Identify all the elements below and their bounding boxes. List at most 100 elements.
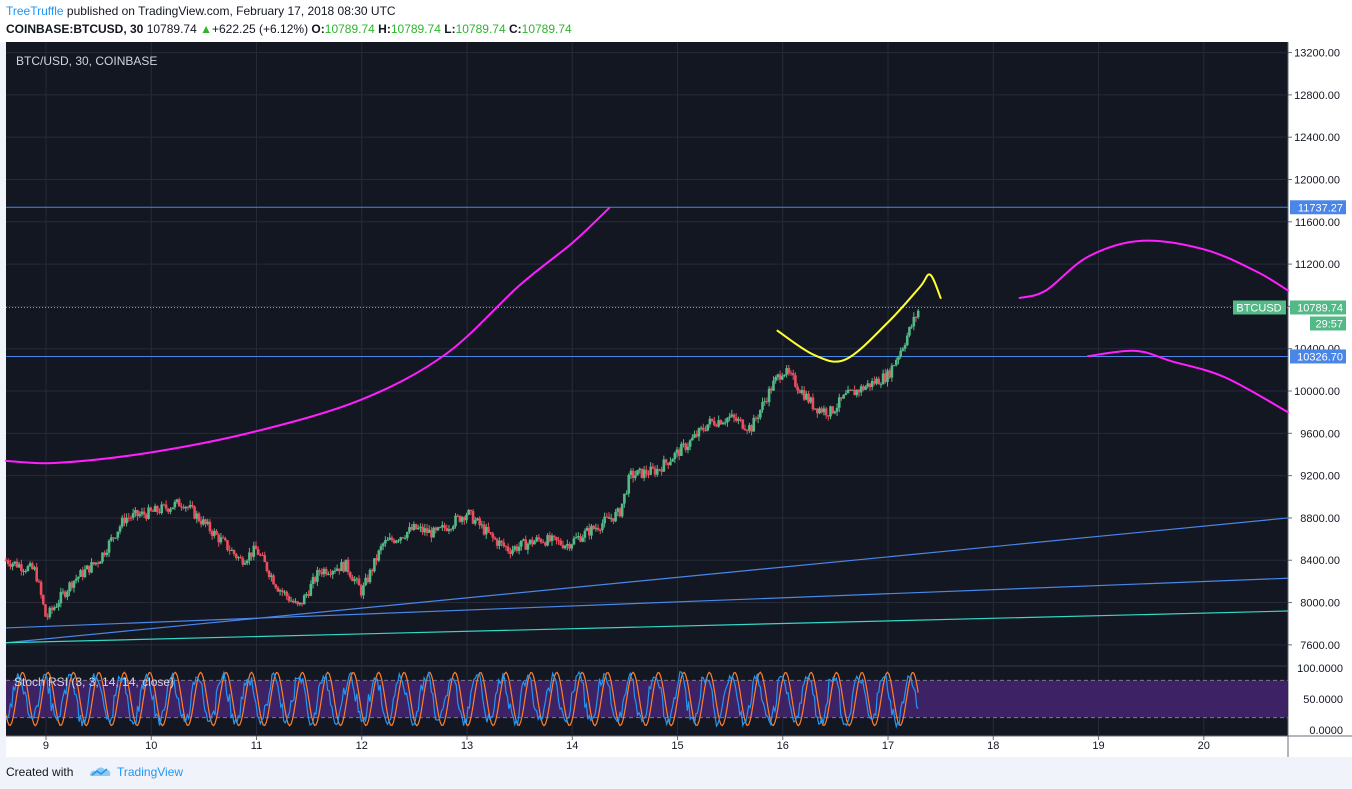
candle-body — [710, 418, 714, 421]
candle-body — [776, 374, 780, 378]
candle-body — [743, 428, 747, 431]
candle-body — [403, 537, 407, 539]
candle-body — [910, 326, 913, 328]
level-label-bg — [1290, 349, 1346, 364]
candle-body — [381, 543, 385, 547]
price-tick-label: 7600.00 — [1300, 640, 1340, 652]
candle-body — [916, 310, 920, 318]
candle-body — [351, 577, 354, 582]
candle-body — [651, 466, 655, 469]
candle-body — [653, 468, 657, 475]
candle-body — [816, 408, 819, 414]
candle-body — [162, 504, 166, 506]
candle-body — [870, 380, 874, 387]
candle-body — [640, 468, 644, 478]
candle-body — [436, 527, 440, 531]
candle-body — [500, 540, 503, 543]
candle-body — [903, 345, 907, 349]
candle-body — [827, 415, 830, 417]
candle-body — [204, 519, 207, 524]
candle-body — [20, 564, 23, 571]
candle-body — [123, 517, 126, 524]
candle-body — [384, 540, 387, 544]
candle-body — [15, 561, 19, 568]
candle-body — [26, 566, 30, 571]
chart-canvas[interactable]: Stoch RSI (3, 3, 14, 14, close) 13200.00… — [0, 0, 1352, 757]
candle-body — [386, 539, 389, 541]
candle-body — [37, 581, 41, 583]
candle-body — [191, 504, 194, 507]
candle-body — [888, 370, 891, 378]
candle-body — [283, 591, 286, 593]
candle-body — [280, 590, 284, 592]
candle-body — [228, 549, 231, 551]
candle-body — [498, 540, 501, 546]
change-value: +622.25 (+6.12%) — [212, 22, 309, 36]
candle-body — [438, 527, 442, 529]
candle-body — [879, 384, 883, 386]
price-tick-label: 13200.00 — [1294, 48, 1340, 60]
candle-body — [778, 374, 782, 380]
candle-body — [829, 406, 832, 417]
candle-body — [469, 509, 473, 512]
candle-body — [210, 531, 214, 536]
candle-body — [61, 591, 65, 593]
candle-body — [156, 506, 159, 512]
candle-body — [506, 546, 510, 552]
candle-body — [184, 506, 188, 509]
candle-body — [787, 368, 791, 374]
candle-body — [441, 525, 444, 528]
candle-body — [669, 461, 672, 466]
author-link[interactable]: TreeTruffle — [6, 4, 64, 18]
candle-body — [145, 514, 148, 519]
time-tick-label: 18 — [987, 740, 999, 752]
candle-body — [357, 578, 361, 586]
candle-body — [737, 419, 740, 421]
candle-body — [221, 537, 225, 539]
candle-body — [270, 575, 273, 578]
candle-body — [142, 511, 146, 515]
candle-body — [546, 535, 549, 546]
candle-body — [164, 504, 168, 509]
candle-body — [864, 386, 867, 390]
candle-body — [715, 425, 718, 427]
time-axis[interactable]: 9 10 11 12 13 14 15 16 17 18 19 20 — [43, 736, 1210, 752]
candle-body — [39, 581, 43, 595]
candle-body — [300, 602, 304, 605]
candle-body — [405, 531, 409, 538]
candle-body — [741, 419, 745, 429]
candle-body — [259, 554, 262, 556]
time-tick-label: 11 — [251, 740, 262, 752]
candle-body — [59, 592, 63, 604]
low-value: 10789.74 — [455, 22, 506, 36]
candle-body — [642, 469, 646, 478]
candle-body — [66, 591, 69, 597]
time-tick-label: 20 — [1198, 740, 1210, 752]
candle-body — [842, 394, 845, 399]
price-axis[interactable]: 13200.00 12800.00 12400.00 12000.00 11600.00… — [1233, 48, 1346, 737]
candle-body — [550, 535, 554, 542]
candle-body — [596, 527, 600, 530]
candle-body — [22, 570, 25, 572]
candle-body — [473, 520, 477, 524]
candle-body — [609, 518, 613, 520]
magenta-arc-lower-right — [1087, 349, 1289, 414]
candle-body — [138, 514, 142, 517]
candle-body — [798, 390, 802, 394]
candle-body — [800, 390, 804, 394]
candle-body — [88, 565, 91, 573]
tradingview-link[interactable]: TradingView — [117, 765, 184, 779]
time-tick-label: 14 — [566, 740, 578, 752]
candle-body — [509, 551, 512, 554]
candle-body — [173, 501, 177, 508]
candle-body — [346, 559, 350, 573]
candle-body — [759, 409, 762, 418]
drawings — [5, 207, 1289, 465]
candle-body — [649, 466, 652, 475]
candle-body — [322, 568, 326, 575]
candle-body — [28, 563, 32, 567]
candle-body — [561, 544, 565, 549]
candle-body — [677, 449, 681, 456]
candle-body — [572, 538, 576, 545]
trendlines — [5, 206, 1289, 644]
